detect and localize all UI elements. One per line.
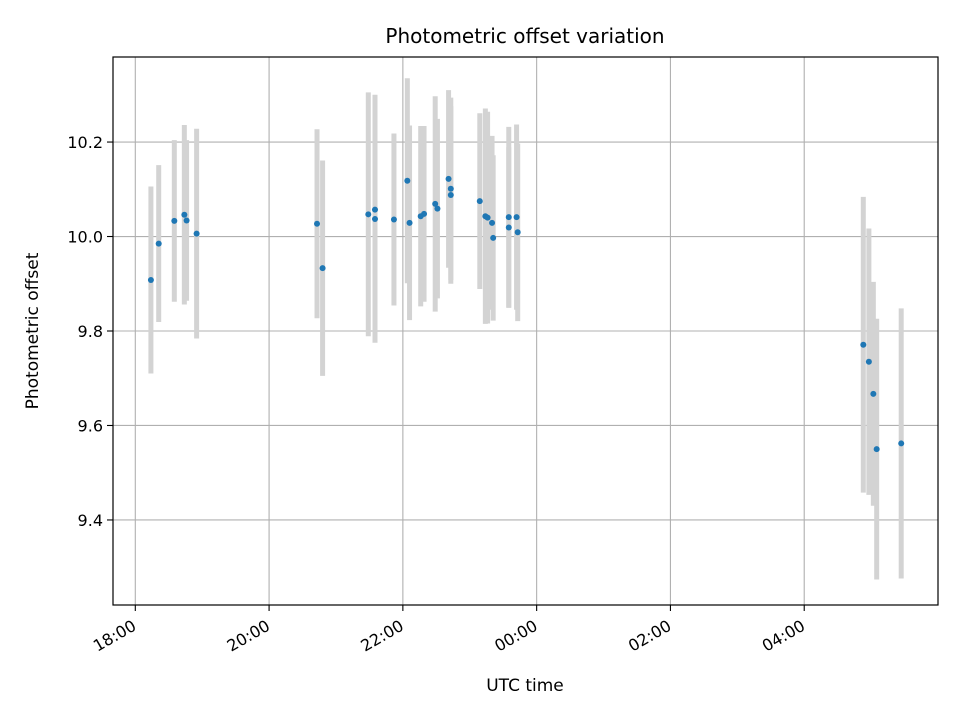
data-point [183,217,190,224]
x-tick-label: 04:00 [759,616,808,656]
data-point [371,206,378,213]
data-point [489,219,496,226]
data-point [873,446,880,453]
grid [113,57,938,605]
data-point [505,224,512,231]
data-point [406,219,413,226]
data-point [490,234,497,241]
data-point [404,177,411,184]
data-point [181,211,188,218]
data-point [870,390,877,397]
data-point [513,214,520,221]
data-point [505,214,512,221]
y-axis: 9.4 9.6 9.8 10.0 10.2 [67,133,113,530]
data-point [171,217,178,224]
data-point [319,265,326,272]
y-tick-label: 9.4 [78,511,103,530]
x-tick-label: 02:00 [625,616,674,656]
y-tick-label: 9.8 [78,322,103,341]
data-point [421,210,428,217]
data-point [432,200,439,207]
data-point [447,191,454,198]
x-tick-label: 00:00 [491,616,540,656]
data-point [860,341,867,348]
data-point [314,220,321,227]
x-axis-title: UTC time [486,676,564,696]
x-tick-label: 22:00 [357,616,406,656]
data-point [447,185,454,192]
data-point [898,440,905,447]
x-axis: 18:00 20:00 22:00 00:00 02:00 04:00 [90,605,808,656]
data-point [484,214,491,221]
chart-title: Photometric offset variation [385,24,664,48]
data-point [365,211,372,218]
data-points [147,175,905,453]
data-point [147,276,154,283]
x-tick-label: 18:00 [90,616,139,656]
x-tick-label: 20:00 [224,616,273,656]
data-point [434,205,441,212]
data-point [476,198,483,205]
data-point [514,229,521,236]
data-point [193,230,200,237]
data-point [390,216,397,223]
y-tick-label: 10.2 [67,133,103,152]
data-point [371,216,378,223]
data-point [865,358,872,365]
y-axis-title: Photometric offset [23,252,43,409]
y-tick-label: 10.0 [67,228,103,247]
data-point [155,240,162,247]
data-point [445,175,452,182]
y-tick-label: 9.6 [78,416,103,435]
